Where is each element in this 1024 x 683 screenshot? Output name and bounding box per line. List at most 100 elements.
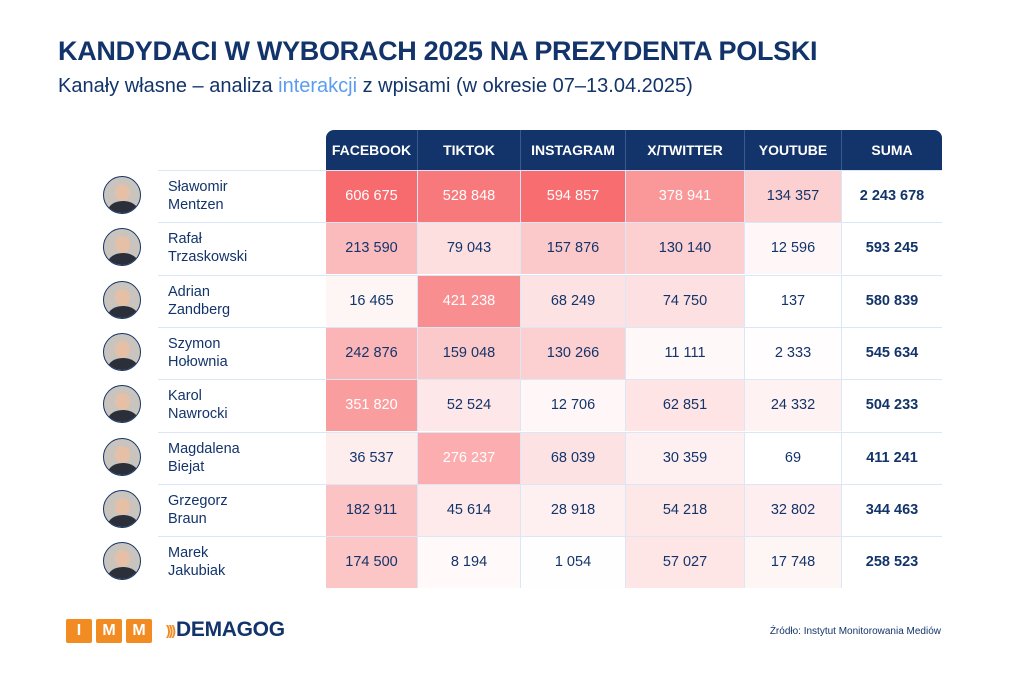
candidate-avatar [103, 176, 141, 214]
candidate-name: Adrian Zandberg [168, 283, 230, 319]
candidate-last-name: Zandberg [168, 301, 231, 318]
table-row: Karol Nawrocki 351 820 52 524 12 706 62 851 24… [158, 379, 942, 432]
table-header: FACEBOOK TIKTOK INSTAGRAM X/TWITTER YOUTUBE S… [326, 130, 942, 170]
column-header: FACEBOOK [326, 130, 418, 170]
candidate-first-name: Rafał [168, 231, 202, 248]
sum-cell: 580 839 [865, 292, 919, 309]
column-header: TIKTOK [418, 130, 521, 170]
avatar-face [115, 497, 130, 515]
candidate-first-name: Adrian [168, 283, 210, 300]
value-cell: 182 911 [326, 484, 418, 536]
candidate-first-name: Karol [168, 388, 202, 405]
value-cell: 79 043 [418, 223, 521, 275]
table-row: Sławomir Mentzen 606 675 528 848 594 857 378 … [158, 170, 942, 222]
candidate-last-name: Nawrocki [168, 406, 228, 423]
value-cell: 52 524 [418, 380, 521, 432]
candidate-name: Sławomir Mentzen [168, 178, 228, 214]
value-cell: 74 750 [626, 275, 745, 327]
candidate-avatar [103, 280, 141, 319]
value-cell: 68 039 [521, 432, 626, 484]
column-header: INSTAGRAM [521, 130, 626, 170]
value-cell: 54 218 [626, 484, 745, 536]
column-header: SUMA [871, 142, 913, 158]
avatar-body [108, 305, 138, 318]
value-cell: 24 332 [745, 380, 842, 432]
candidate-name: Magdalena Biejat [168, 440, 240, 476]
candidate-name: Marek Jakubiak [168, 544, 225, 580]
avatar-face [115, 550, 130, 568]
value-cell: 606 675 [326, 171, 418, 222]
value-cell: 12 596 [745, 223, 842, 275]
candidate-name: Grzegorz Braun [168, 492, 228, 528]
sum-cell: 593 245 [865, 240, 919, 257]
candidate-last-name: Trzaskowski [168, 249, 248, 266]
table-row: Szymon Hołownia 242 876 159 048 130 266 11 11… [158, 326, 942, 379]
candidate-first-name: Magdalena [168, 440, 240, 457]
table-row: Magdalena Biejat 36 537 276 237 68 039 30 359… [158, 431, 942, 484]
avatar-body [108, 410, 138, 423]
sum-cell: 258 523 [865, 554, 919, 571]
value-cell: 2 333 [745, 327, 842, 379]
value-cell: 68 249 [521, 275, 626, 327]
subtitle-text-end: z wpisami (w okresie 07–13.04.2025) [357, 75, 693, 97]
value-cell: 378 941 [626, 171, 745, 222]
value-cell: 57 027 [626, 537, 745, 589]
table-row: Grzegorz Braun 182 911 45 614 28 918 54 218 32… [158, 483, 942, 536]
candidate-avatar [103, 489, 141, 528]
imm-logo: I M M [66, 619, 152, 643]
value-cell: 421 238 [418, 275, 521, 327]
value-cell: 276 237 [418, 432, 521, 484]
avatar-body [108, 567, 138, 580]
value-cell: 130 266 [521, 327, 626, 379]
avatar-body [108, 357, 138, 370]
subtitle-text: Kanały własne – analiza [58, 75, 279, 97]
sum-cell: 545 634 [865, 344, 919, 361]
candidate-avatar [103, 437, 141, 476]
candidate-avatar [103, 385, 141, 424]
candidate-name: Rafał Trzaskowski [168, 230, 247, 266]
value-cell: 32 802 [745, 484, 842, 536]
signal-waves-icon: ))) [166, 622, 176, 638]
candidate-avatar [103, 332, 141, 371]
avatar-face [115, 288, 130, 306]
value-cell: 159 048 [418, 327, 521, 379]
candidate-name: Szymon Hołownia [168, 335, 228, 371]
sum-cell: 2 243 678 [859, 188, 925, 204]
table-row: Rafał Trzaskowski 213 590 79 043 157 876 130 … [158, 222, 942, 275]
imm-logo-letter: M [126, 619, 152, 643]
value-cell: 1 054 [521, 537, 626, 589]
avatar-body [108, 462, 138, 475]
sum-cell: 411 241 [866, 449, 918, 466]
demagog-logo-text: DEMAGOG [176, 618, 285, 641]
candidate-first-name: Sławomir [168, 179, 228, 195]
value-cell: 36 537 [326, 432, 418, 484]
avatar-face [115, 393, 130, 411]
value-cell: 12 706 [521, 380, 626, 432]
value-cell: 594 857 [521, 171, 626, 222]
value-cell: 62 851 [626, 380, 745, 432]
subtitle-highlight: interakcji [278, 75, 358, 97]
value-cell: 8 194 [418, 537, 521, 589]
value-cell: 69 [745, 432, 842, 484]
value-cell: 134 357 [745, 171, 842, 222]
table-row: Marek Jakubiak 174 500 8 194 1 054 57 027 17 7… [158, 536, 942, 589]
avatar-face [115, 340, 130, 358]
value-cell: 351 820 [326, 380, 418, 432]
avatar-body [108, 201, 138, 213]
column-header: YOUTUBE [745, 130, 842, 170]
page-title: KANDYDACI W WYBORACH 2025 NA PREZYDENTA … [58, 36, 818, 66]
column-header: X/TWITTER [626, 130, 745, 170]
page-subtitle: Kanały własne – analiza interakcji z wpi… [58, 75, 693, 98]
candidate-first-name: Grzegorz [168, 492, 228, 509]
avatar-body [108, 514, 138, 527]
imm-logo-letter: I [66, 619, 92, 643]
value-cell: 45 614 [418, 484, 521, 536]
demagog-logo: ))) DEMAGOG [166, 618, 285, 642]
imm-logo-letter: M [96, 619, 122, 643]
sum-cell: 344 463 [865, 501, 919, 518]
candidate-last-name: Mentzen [168, 197, 224, 213]
value-cell: 130 140 [626, 223, 745, 275]
candidate-last-name: Jakubiak [168, 563, 226, 580]
value-cell: 213 590 [326, 223, 418, 275]
candidate-name: Karol Nawrocki [168, 387, 228, 423]
